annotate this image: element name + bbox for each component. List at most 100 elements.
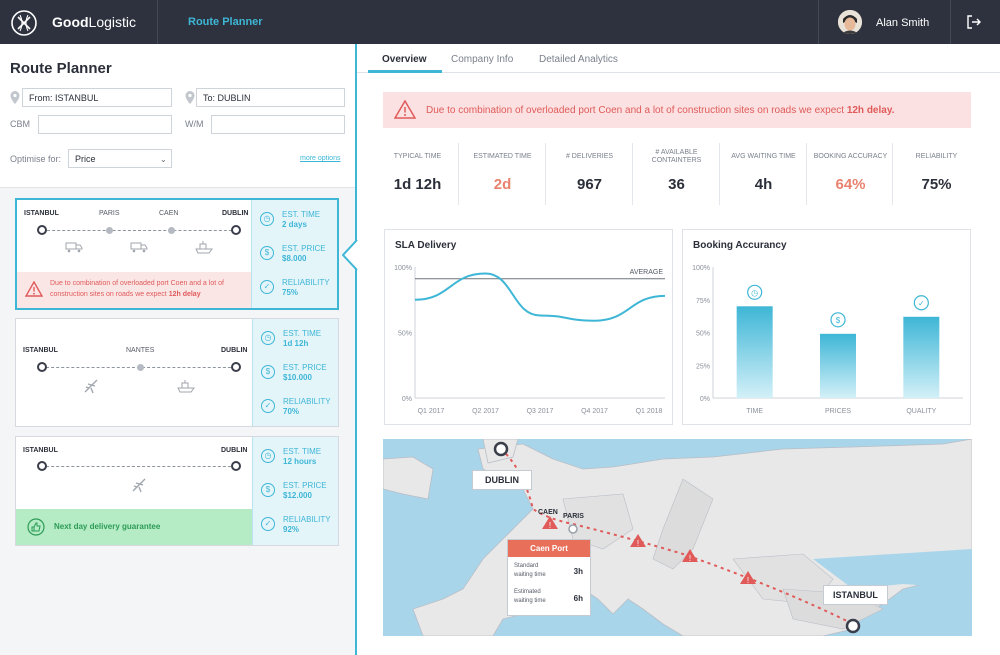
x-tick-label: QUALITY <box>906 408 936 415</box>
tab-overview[interactable]: Overview <box>382 54 427 65</box>
route-stop-dot <box>137 364 144 371</box>
user-name[interactable]: Alan Smith <box>876 17 930 29</box>
bar <box>820 333 856 398</box>
optimise-select[interactable]: Price <box>68 149 172 168</box>
wm-label: W/M <box>185 119 204 129</box>
route-line <box>41 466 236 467</box>
route-card-3[interactable]: ISTANBUL DUBLIN Next day delivery guaran… <box>15 436 339 546</box>
clock-icon <box>747 284 763 300</box>
kpi-divider <box>632 143 633 205</box>
dollar-icon <box>830 312 846 328</box>
chart-title: SLA Delivery <box>395 240 457 251</box>
kpi-label: ESTIMATED TIME <box>473 153 532 160</box>
kpi-divider <box>458 143 459 205</box>
tab-company-info[interactable]: Company Info <box>451 54 514 65</box>
bar <box>736 306 773 398</box>
reliability-label: RELIABILITY <box>283 515 331 524</box>
delay-warning-icon[interactable]: ! <box>740 571 756 585</box>
kpi-label: # AVAILABLE CONTAINTERS <box>651 149 702 164</box>
reliability-value: 92% <box>283 525 300 534</box>
check-icon: ✓ <box>261 517 275 531</box>
est-price-label: EST. PRICE <box>283 481 327 490</box>
y-tick-label: 0% <box>402 396 412 403</box>
est-time-value: 2 days <box>282 220 307 229</box>
kpi-label: # DELIVERIES <box>565 153 614 160</box>
active-tab-indicator <box>368 70 442 73</box>
sla-series-line <box>414 272 666 322</box>
tab-detailed-analytics[interactable]: Detailed Analytics <box>539 54 618 65</box>
logo-icon[interactable] <box>10 9 38 37</box>
kpi-avg-waiting-time: AVG WAITING TIME 4h <box>720 148 807 206</box>
delay-warning-icon[interactable]: ! <box>682 549 698 563</box>
route-stop-dot <box>106 227 113 234</box>
route-start-dot <box>37 225 47 235</box>
nav-route-planner[interactable]: Route Planner <box>188 16 263 28</box>
est-time-value: 12 hours <box>283 457 317 466</box>
istanbul-label[interactable]: ISTANBUL <box>823 585 888 605</box>
cbm-field[interactable] <box>38 115 172 134</box>
route-stats: ◷ EST. TIME 1d 12h $ EST. PRICE $10.000 ✓ REL… <box>252 319 338 426</box>
y-tick-label: 50% <box>398 331 412 338</box>
chevron-down-icon[interactable]: ⌄ <box>160 155 167 164</box>
to-input[interactable]: To: DUBLIN <box>196 88 345 107</box>
kpi-divider <box>892 143 893 205</box>
delay-warning-icon[interactable]: ! <box>630 534 646 548</box>
route-map[interactable]: ! ! ! ! DUBLIN ISTANBUL CAEN PARIS Caen … <box>383 439 972 636</box>
check-icon: ✓ <box>261 399 275 413</box>
est-price-value: $8.000 <box>282 254 307 263</box>
top-divider <box>818 0 819 44</box>
est-time-label: EST. TIME <box>282 210 321 219</box>
route-end-city: DUBLIN <box>222 210 249 217</box>
istanbul-marker[interactable] <box>845 618 861 634</box>
avatar[interactable] <box>838 10 862 34</box>
brand-name[interactable]: GoodLogistic <box>52 14 137 30</box>
dollar-icon-glyph: $ <box>836 316 841 325</box>
kpi-divider <box>545 143 546 205</box>
route-stop: PARIS <box>99 210 120 217</box>
kpi-label: AVG WAITING TIME <box>731 153 796 160</box>
reliability-label: RELIABILITY <box>282 278 330 287</box>
popup-row-label: Estimated waiting time <box>514 589 546 604</box>
dollar-icon: $ <box>260 246 274 260</box>
route-warning: Due to combination of overloaded port Co… <box>17 272 255 308</box>
clock-icon: ◷ <box>261 449 275 463</box>
route-start-city: ISTANBUL <box>24 210 59 217</box>
kpi-value: 75% <box>921 176 952 193</box>
est-time-value: 1d 12h <box>283 339 309 348</box>
x-tick-label: Q2 2017 <box>472 408 499 415</box>
dublin-label[interactable]: DUBLIN <box>472 470 532 490</box>
kpi-typical-time: TYPICAL TIME 1d 12h <box>374 148 461 206</box>
kpi-label: BOOKING ACCURACY <box>813 153 888 160</box>
more-options-link[interactable]: more options <box>300 155 341 162</box>
svg-text:!: ! <box>747 576 749 585</box>
route-end-dot <box>231 362 241 372</box>
kpi-label: TYPICAL TIME <box>393 153 442 160</box>
from-input[interactable]: From: ISTANBUL <box>22 88 172 107</box>
kpi-label: RELIABILITY <box>915 153 958 160</box>
est-price-value: $10.000 <box>283 373 312 382</box>
warning-icon <box>25 281 43 297</box>
dublin-marker[interactable] <box>493 441 509 457</box>
top-divider <box>950 0 951 44</box>
active-card-pointer <box>342 240 358 270</box>
dollar-icon: $ <box>261 483 275 497</box>
booking-accuracy-panel: Booking Accurancy 100% 75% 50% 25% 0% TIME ◷ PR… <box>682 229 971 425</box>
svg-text:!: ! <box>637 539 639 548</box>
route-start-city: ISTANBUL <box>23 347 58 354</box>
panel-divider <box>355 44 357 655</box>
route-card-2[interactable]: ISTANBUL NANTES DUBLIN ◷ EST. TIME 1d 12h … <box>15 318 339 427</box>
route-start-city: ISTANBUL <box>23 447 58 454</box>
guarantee-text: Next day delivery guarantee <box>54 522 161 531</box>
logout-icon[interactable] <box>966 14 982 30</box>
kpi-reliability: RELIABILITY 75% <box>893 148 980 206</box>
delay-warning-icon[interactable]: ! <box>542 516 558 530</box>
route-warning-text: Due to combination of overloaded port Co… <box>50 280 224 298</box>
wm-field[interactable] <box>211 115 345 134</box>
cbm-label: CBM <box>10 119 30 129</box>
popup-row-value: 3h <box>573 567 583 576</box>
ship-icon <box>177 380 195 393</box>
route-card-1[interactable]: ISTANBUL PARIS CAEN DUBLIN Due to combin… <box>15 198 339 310</box>
x-tick-label: TIME <box>746 408 763 415</box>
paris-marker[interactable] <box>568 524 578 534</box>
est-price-label: EST. PRICE <box>283 363 327 372</box>
